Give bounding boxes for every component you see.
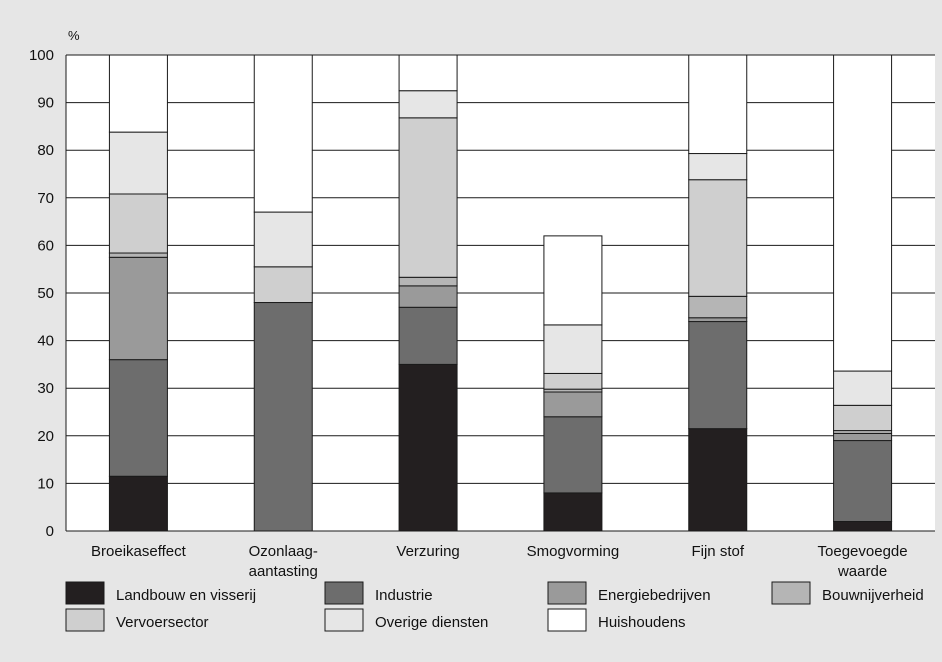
bar-segment — [108, 359, 168, 477]
bar-segment — [543, 324, 603, 374]
bar-segment — [833, 520, 893, 532]
bar-segment — [253, 211, 313, 268]
y-tick-label: 0 — [46, 523, 54, 540]
x-category-label: Broeikaseffect — [91, 543, 187, 560]
bar-segment — [543, 235, 603, 326]
x-category-label: Verzuring — [396, 543, 459, 560]
bar-segment — [543, 372, 603, 390]
bar-segment — [108, 54, 168, 133]
bar-segment — [398, 306, 458, 365]
bar-segment — [108, 252, 168, 258]
bar-segment — [398, 276, 458, 287]
legend-label: Landbouw en visserij — [116, 587, 256, 604]
bar-segment — [688, 295, 748, 319]
bar-segment — [398, 54, 458, 92]
legend-swatch — [65, 608, 105, 632]
bar-segment — [108, 193, 168, 254]
legend-swatch — [771, 581, 811, 605]
y-tick-label: 10 — [37, 475, 54, 492]
legend-label: Industrie — [375, 587, 433, 604]
bar-segment — [398, 285, 458, 308]
bar-segment — [398, 117, 458, 278]
bars — [108, 54, 893, 532]
bar-segment — [688, 179, 748, 297]
y-tick-label: 50 — [37, 285, 54, 302]
legend-swatch — [324, 581, 364, 605]
bar-segment — [253, 266, 313, 304]
x-category-label: Ozonlaag-aantasting — [249, 543, 318, 580]
legend-label: Vervoersector — [116, 614, 209, 631]
legend-label: Energiebedrijven — [598, 587, 711, 604]
bar-segment — [543, 391, 603, 418]
gridlines — [66, 54, 935, 532]
bar-segment — [543, 492, 603, 532]
y-tick-label: 90 — [37, 95, 54, 112]
bar-segment — [108, 256, 168, 361]
legend-swatch — [65, 581, 105, 605]
bar-segment — [688, 54, 748, 155]
bar-segment — [398, 363, 458, 532]
legend-label: Huishoudens — [598, 614, 686, 631]
y-tick-label: 40 — [37, 333, 54, 350]
y-tick-label: 30 — [37, 380, 54, 397]
bar-segment — [253, 302, 313, 532]
y-tick-label: 70 — [37, 190, 54, 207]
bar-segment — [833, 54, 893, 372]
bar-segment — [108, 475, 168, 532]
bar-segment — [688, 317, 748, 323]
legend-label: Overige diensten — [375, 614, 488, 631]
x-category-label: Fijn stof — [691, 543, 744, 560]
x-category-label: Toegevoegde waarde — [818, 543, 908, 580]
bar-segment — [833, 432, 893, 442]
bar-segment — [833, 440, 893, 522]
y-tick-label: 20 — [37, 428, 54, 445]
y-unit-label: % — [68, 28, 80, 43]
bar-segment — [253, 54, 313, 213]
bar-segment — [398, 90, 458, 119]
legend-swatch — [324, 608, 364, 632]
bar-segment — [833, 370, 893, 406]
legend-swatch — [547, 581, 587, 605]
axes: 0 10 20 30 40 50 60 70 80 90 100 Broeikaseffect Ozon… — [29, 47, 935, 580]
y-tick-label: 60 — [37, 237, 54, 254]
bar-segment — [543, 416, 603, 494]
bar-segment — [833, 404, 893, 432]
bar-segment — [688, 428, 748, 532]
legend: Landbouw en visserij Industrie Energiebedr… — [65, 581, 924, 632]
bar-segment — [108, 131, 168, 195]
legend-label: Bouwnijverheid — [822, 587, 924, 604]
bar-segment — [688, 321, 748, 430]
bar-segment — [688, 153, 748, 181]
legend-swatch — [547, 608, 587, 632]
x-category-label: Smogvorming — [527, 543, 620, 560]
y-tick-label: 80 — [37, 142, 54, 159]
y-tick-label: 100 — [29, 47, 54, 64]
